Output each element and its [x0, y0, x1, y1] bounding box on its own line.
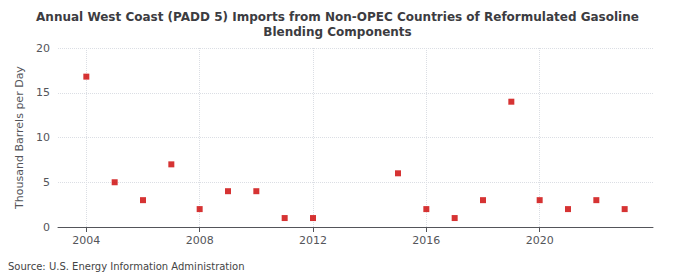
svg-text:2020: 2020: [526, 234, 554, 247]
svg-text:2008: 2008: [186, 234, 214, 247]
svg-text:10: 10: [36, 131, 50, 144]
svg-text:15: 15: [36, 86, 50, 99]
svg-text:2012: 2012: [299, 234, 327, 247]
svg-text:0: 0: [43, 221, 50, 234]
svg-text:2016: 2016: [412, 234, 440, 247]
svg-text:Blending Components: Blending Components: [263, 25, 411, 39]
svg-text:Annual West Coast (PADD 5) Imp: Annual West Coast (PADD 5) Imports from …: [36, 10, 639, 24]
svg-text:5: 5: [43, 176, 50, 189]
svg-text:2004: 2004: [72, 234, 100, 247]
svg-text:Thousand Barrels per Day: Thousand Barrels per Day: [13, 66, 26, 210]
svg-text:20: 20: [36, 42, 50, 55]
svg-text:Source: U.S. Energy Informatio: Source: U.S. Energy Information Administ…: [8, 261, 245, 272]
